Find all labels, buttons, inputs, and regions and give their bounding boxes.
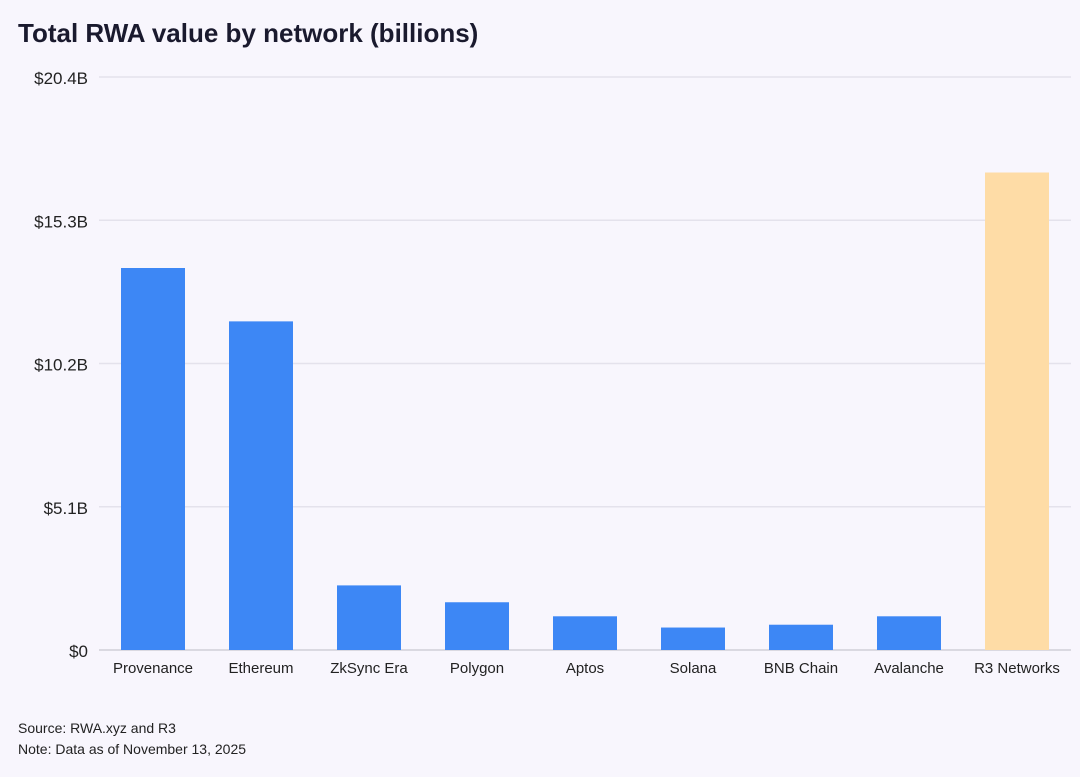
y-tick-label: $5.1B <box>44 499 88 518</box>
x-tick-label: Provenance <box>113 660 193 677</box>
bar-r3-networks <box>985 172 1049 650</box>
y-tick-label: $10.2B <box>34 356 88 375</box>
bar-polygon <box>445 602 509 650</box>
x-tick-label: R3 Networks <box>974 660 1060 677</box>
x-tick-label: Ethereum <box>228 660 293 677</box>
bar-ethereum <box>229 321 293 650</box>
bar-provenance <box>121 268 185 650</box>
bar-zksync-era <box>337 585 401 650</box>
y-tick-label: $0 <box>69 642 88 661</box>
x-tick-label: Avalanche <box>874 660 944 677</box>
x-tick-label: Polygon <box>450 660 504 677</box>
y-tick-label: $15.3B <box>34 212 88 231</box>
x-tick-label: BNB Chain <box>764 660 838 677</box>
bar-bnb-chain <box>769 624 833 650</box>
source-note: Source: RWA.xyz and R3 <box>18 720 176 736</box>
bar-solana <box>661 627 725 650</box>
x-tick-label: ZkSync Era <box>330 660 408 677</box>
chart-title: Total RWA value by network (billions) <box>18 18 479 48</box>
x-tick-label: Solana <box>670 660 717 677</box>
x-tick-label: Aptos <box>566 660 604 677</box>
y-tick-label: $20.4B <box>34 69 88 88</box>
bar-aptos <box>553 616 617 650</box>
bar-avalanche <box>877 616 941 650</box>
date-note: Note: Data as of November 13, 2025 <box>18 741 247 757</box>
